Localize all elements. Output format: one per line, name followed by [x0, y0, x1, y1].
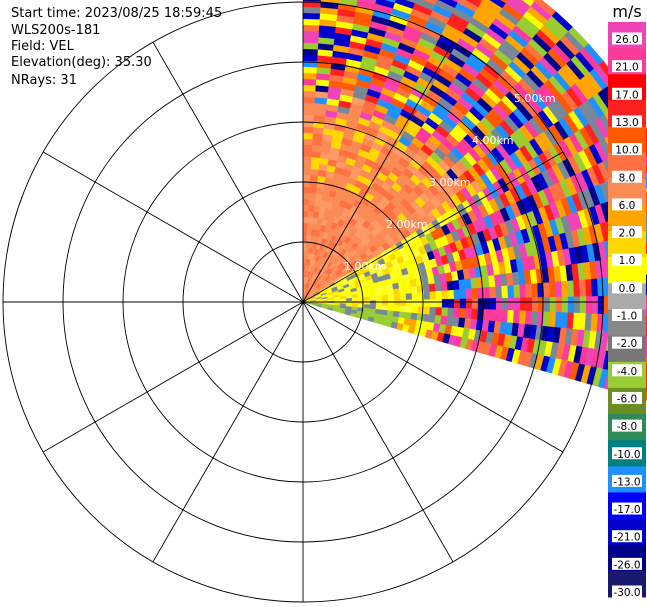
velocity-gate: [338, 0, 358, 6]
colorbar-tick-label: 10.0: [615, 145, 638, 157]
velocity-gate: [320, 0, 340, 4]
colorbar-tick-label: -26.0: [613, 559, 640, 571]
colorbar-tick-label: -4.0: [617, 366, 638, 378]
instrument-name: WLS200s-181: [11, 23, 101, 38]
colorbar-tick-label: -13.0: [613, 476, 640, 488]
colorbar-tick-label: 13.0: [615, 117, 638, 129]
colorbar-tick-label: -10.0: [613, 449, 640, 461]
velocity-gate: [477, 0, 484, 3]
colorbar-tick-label: 6.0: [619, 200, 636, 212]
field-label: Field: VEL: [11, 39, 74, 54]
velocity-gate: [531, 0, 536, 2]
start-time: Start time: 2023/08/25 18:59:45: [11, 6, 223, 21]
colorbar-tick-label: -30.0: [613, 587, 640, 599]
colorbar-tick-label: 8.0: [619, 172, 636, 184]
colorbar-tick-label: 21.0: [615, 62, 638, 74]
colorbar-tick-label: 17.0: [615, 89, 638, 101]
velocity-sector: [302, 0, 647, 401]
colorbar-tick-label: 2.0: [619, 228, 636, 240]
velocity-gate: [405, 0, 417, 4]
colorbar-tick-label: -8.0: [617, 421, 638, 433]
colorbar-tick-label: -6.0: [617, 393, 638, 405]
nrays-label: NRays: 31: [11, 73, 77, 88]
velocity-gate: [422, 0, 438, 6]
elevation-label: Elevation(deg): 35.30: [11, 55, 152, 70]
velocity-gate: [452, 0, 460, 3]
velocity-gate: [302, 0, 322, 2]
colorbar-unit: m/s: [612, 2, 641, 21]
colorbar-tick-label: 1.0: [619, 255, 636, 267]
colorbar-tick-label: -17.0: [613, 504, 640, 516]
colorbar-tick-label: 0.0: [619, 283, 636, 295]
colorbar-tick-label: -21.0: [613, 532, 640, 544]
velocity-gate: [358, 0, 377, 4]
velocity-gate: [384, 0, 397, 3]
colorbar-tick-label: -2.0: [617, 338, 638, 350]
colorbar-tick-label: 26.0: [615, 34, 638, 46]
colorbar-tick-label: -1.0: [617, 311, 638, 323]
